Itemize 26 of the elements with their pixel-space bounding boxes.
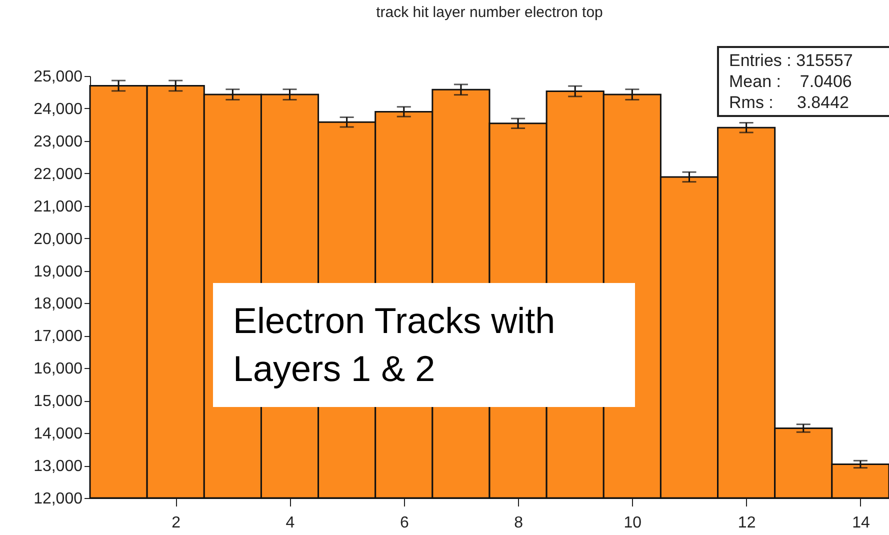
y-tick-label: 23,000 — [34, 133, 83, 150]
chart-title: track hit layer number electron top — [376, 4, 603, 21]
x-tick-label: 8 — [514, 514, 524, 532]
y-tick-label: 21,000 — [34, 198, 83, 216]
y-tick-label: 20,000 — [34, 230, 83, 248]
x-tick-label: 10 — [624, 514, 642, 532]
x-tick-label: 14 — [852, 514, 870, 532]
y-tick-label: 16,000 — [34, 360, 83, 378]
x-tick-label: 4 — [286, 514, 295, 532]
annotation: Mean : 7.0406 — [729, 71, 853, 92]
y-tick-label: 24,000 — [34, 100, 83, 118]
y-tick-label: 14,000 — [34, 426, 83, 443]
x-tick-label: 6 — [400, 514, 409, 532]
y-tick-label: 15,000 — [34, 393, 83, 410]
y-tick-label: 22,000 — [34, 166, 83, 183]
y-tick-label: 12,000 — [34, 490, 83, 508]
y-tick-label: 18,000 — [34, 296, 83, 313]
text-box: Electron Tracks with Layers 1 & 2 — [213, 283, 635, 407]
y-tick-label: 25,000 — [34, 68, 83, 86]
annotation: Rms : 3.8442 — [729, 92, 850, 113]
x-tick-label: 12 — [738, 514, 756, 532]
x-tick-label: 2 — [172, 514, 181, 532]
stats-box: Entries : 315557 Mean : 7.0406 Rms : 3.8442 — [717, 46, 889, 117]
y-tick-label: 17,000 — [34, 328, 83, 346]
y-tick-label: 19,000 — [34, 263, 83, 280]
y-tick-label: 13,000 — [34, 458, 83, 476]
